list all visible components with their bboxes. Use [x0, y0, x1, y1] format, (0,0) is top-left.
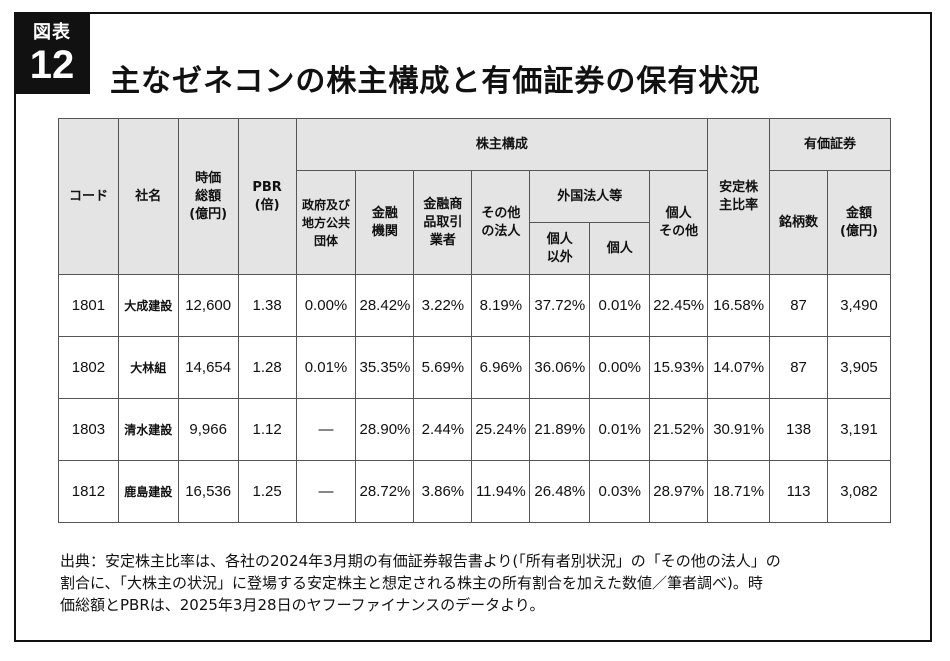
cell-other-corp: 8.19%: [471, 274, 531, 337]
cell-issues: 87: [769, 336, 828, 399]
header-government: 政府及び 地方公共 団体: [295, 170, 357, 275]
header-other-corp: その他 の法人: [471, 170, 531, 275]
header-foreign-nonindiv: 個人 以外: [529, 222, 591, 275]
cell-amount: 3,490: [826, 274, 892, 337]
figure-badge: 図表 12: [14, 12, 90, 94]
cell-financial: 28.90%: [355, 398, 415, 461]
cell-company: 鹿島建設: [117, 460, 179, 523]
cell-issues: 113: [769, 460, 828, 523]
header-financial: 金融 機関: [355, 170, 415, 275]
cell-market-cap: 12,600: [177, 274, 239, 337]
table-row: 1812 鹿島建設 16,536 1.25 — 28.72% 3.86% 11.…: [58, 460, 892, 523]
table-row: 1801 大成建設 12,600 1.38 0.00% 28.42% 3.22%…: [58, 274, 892, 337]
cell-pbr: 1.12: [237, 398, 297, 461]
cell-company: 清水建設: [117, 398, 179, 461]
cell-market-cap: 9,966: [177, 398, 239, 461]
cell-code: 1803: [58, 398, 119, 461]
table-row: 1802 大林組 14,654 1.28 0.01% 35.35% 5.69% …: [58, 336, 892, 399]
header-individual: 個人 その他: [649, 170, 709, 275]
cell-foreign-indiv: 0.00%: [589, 336, 651, 399]
cell-company: 大成建設: [117, 274, 179, 337]
cell-market-cap: 14,654: [177, 336, 239, 399]
cell-individual: 21.52%: [649, 398, 709, 461]
header-foreign-indiv: 個人: [589, 222, 651, 275]
figure-frame: [14, 12, 932, 642]
cell-market-cap: 16,536: [177, 460, 239, 523]
cell-foreign-nonindiv: 26.48%: [529, 460, 591, 523]
cell-other-corp: 6.96%: [471, 336, 531, 399]
cell-securities: 5.69%: [413, 336, 473, 399]
cell-other-corp: 25.24%: [471, 398, 531, 461]
cell-code: 1801: [58, 274, 119, 337]
table-row: 1803 清水建設 9,966 1.12 — 28.90% 2.44% 25.2…: [58, 398, 892, 461]
header-securities-group: 有価証券: [769, 118, 891, 171]
cell-company: 大林組: [117, 336, 179, 399]
cell-stable-ratio: 14.07%: [707, 336, 771, 399]
cell-pbr: 1.28: [237, 336, 297, 399]
cell-government: —: [295, 398, 357, 461]
shareholder-table: コード 社名 時価 総額 (億円) PBR (倍) 株主構成 安定株 主比率 有…: [58, 118, 892, 523]
cell-stable-ratio: 18.71%: [707, 460, 771, 523]
figure-badge-number: 12: [29, 43, 75, 87]
cell-foreign-nonindiv: 37.72%: [529, 274, 591, 337]
cell-pbr: 1.25: [237, 460, 297, 523]
cell-securities: 2.44%: [413, 398, 473, 461]
header-securities: 金融商 品取引 業者: [413, 170, 473, 275]
cell-individual: 22.45%: [649, 274, 709, 337]
cell-issues: 87: [769, 274, 828, 337]
cell-securities: 3.22%: [413, 274, 473, 337]
cell-stable-ratio: 16.58%: [707, 274, 771, 337]
cell-foreign-indiv: 0.03%: [589, 460, 651, 523]
header-ownership-group: 株主構成: [295, 118, 709, 171]
cell-government: —: [295, 460, 357, 523]
cell-foreign-nonindiv: 36.06%: [529, 336, 591, 399]
cell-code: 1812: [58, 460, 119, 523]
cell-financial: 35.35%: [355, 336, 415, 399]
cell-government: 0.01%: [295, 336, 357, 399]
header-issues: 銘柄数: [769, 170, 828, 275]
cell-securities: 3.86%: [413, 460, 473, 523]
cell-other-corp: 11.94%: [471, 460, 531, 523]
cell-stable-ratio: 30.91%: [707, 398, 771, 461]
cell-government: 0.00%: [295, 274, 357, 337]
cell-foreign-nonindiv: 21.89%: [529, 398, 591, 461]
cell-pbr: 1.38: [237, 274, 297, 337]
figure-badge-label: 図表: [33, 22, 71, 43]
figure-title: 主なゼネコンの株主構成と有価証券の保有状況: [110, 64, 761, 99]
cell-amount: 3,905: [826, 336, 892, 399]
header-pbr: PBR (倍): [237, 118, 297, 275]
cell-individual: 15.93%: [649, 336, 709, 399]
cell-code: 1802: [58, 336, 119, 399]
header-stable-ratio: 安定株 主比率: [707, 118, 771, 275]
cell-amount: 3,191: [826, 398, 892, 461]
cell-issues: 138: [769, 398, 828, 461]
header-market-cap: 時価 総額 (億円): [177, 118, 239, 275]
header-company: 社名: [117, 118, 179, 275]
header-amount: 金額 (億円): [826, 170, 892, 275]
cell-financial: 28.42%: [355, 274, 415, 337]
cell-financial: 28.72%: [355, 460, 415, 523]
header-foreign-group: 外国法人等: [529, 170, 651, 223]
header-code: コード: [58, 118, 119, 275]
cell-amount: 3,082: [826, 460, 892, 523]
cell-foreign-indiv: 0.01%: [589, 274, 651, 337]
cell-individual: 28.97%: [649, 460, 709, 523]
source-note: 出典：安定株主比率は、各社の2024年3月期の有価証券報告書より(「所有者別状況…: [60, 552, 781, 614]
cell-foreign-indiv: 0.01%: [589, 398, 651, 461]
